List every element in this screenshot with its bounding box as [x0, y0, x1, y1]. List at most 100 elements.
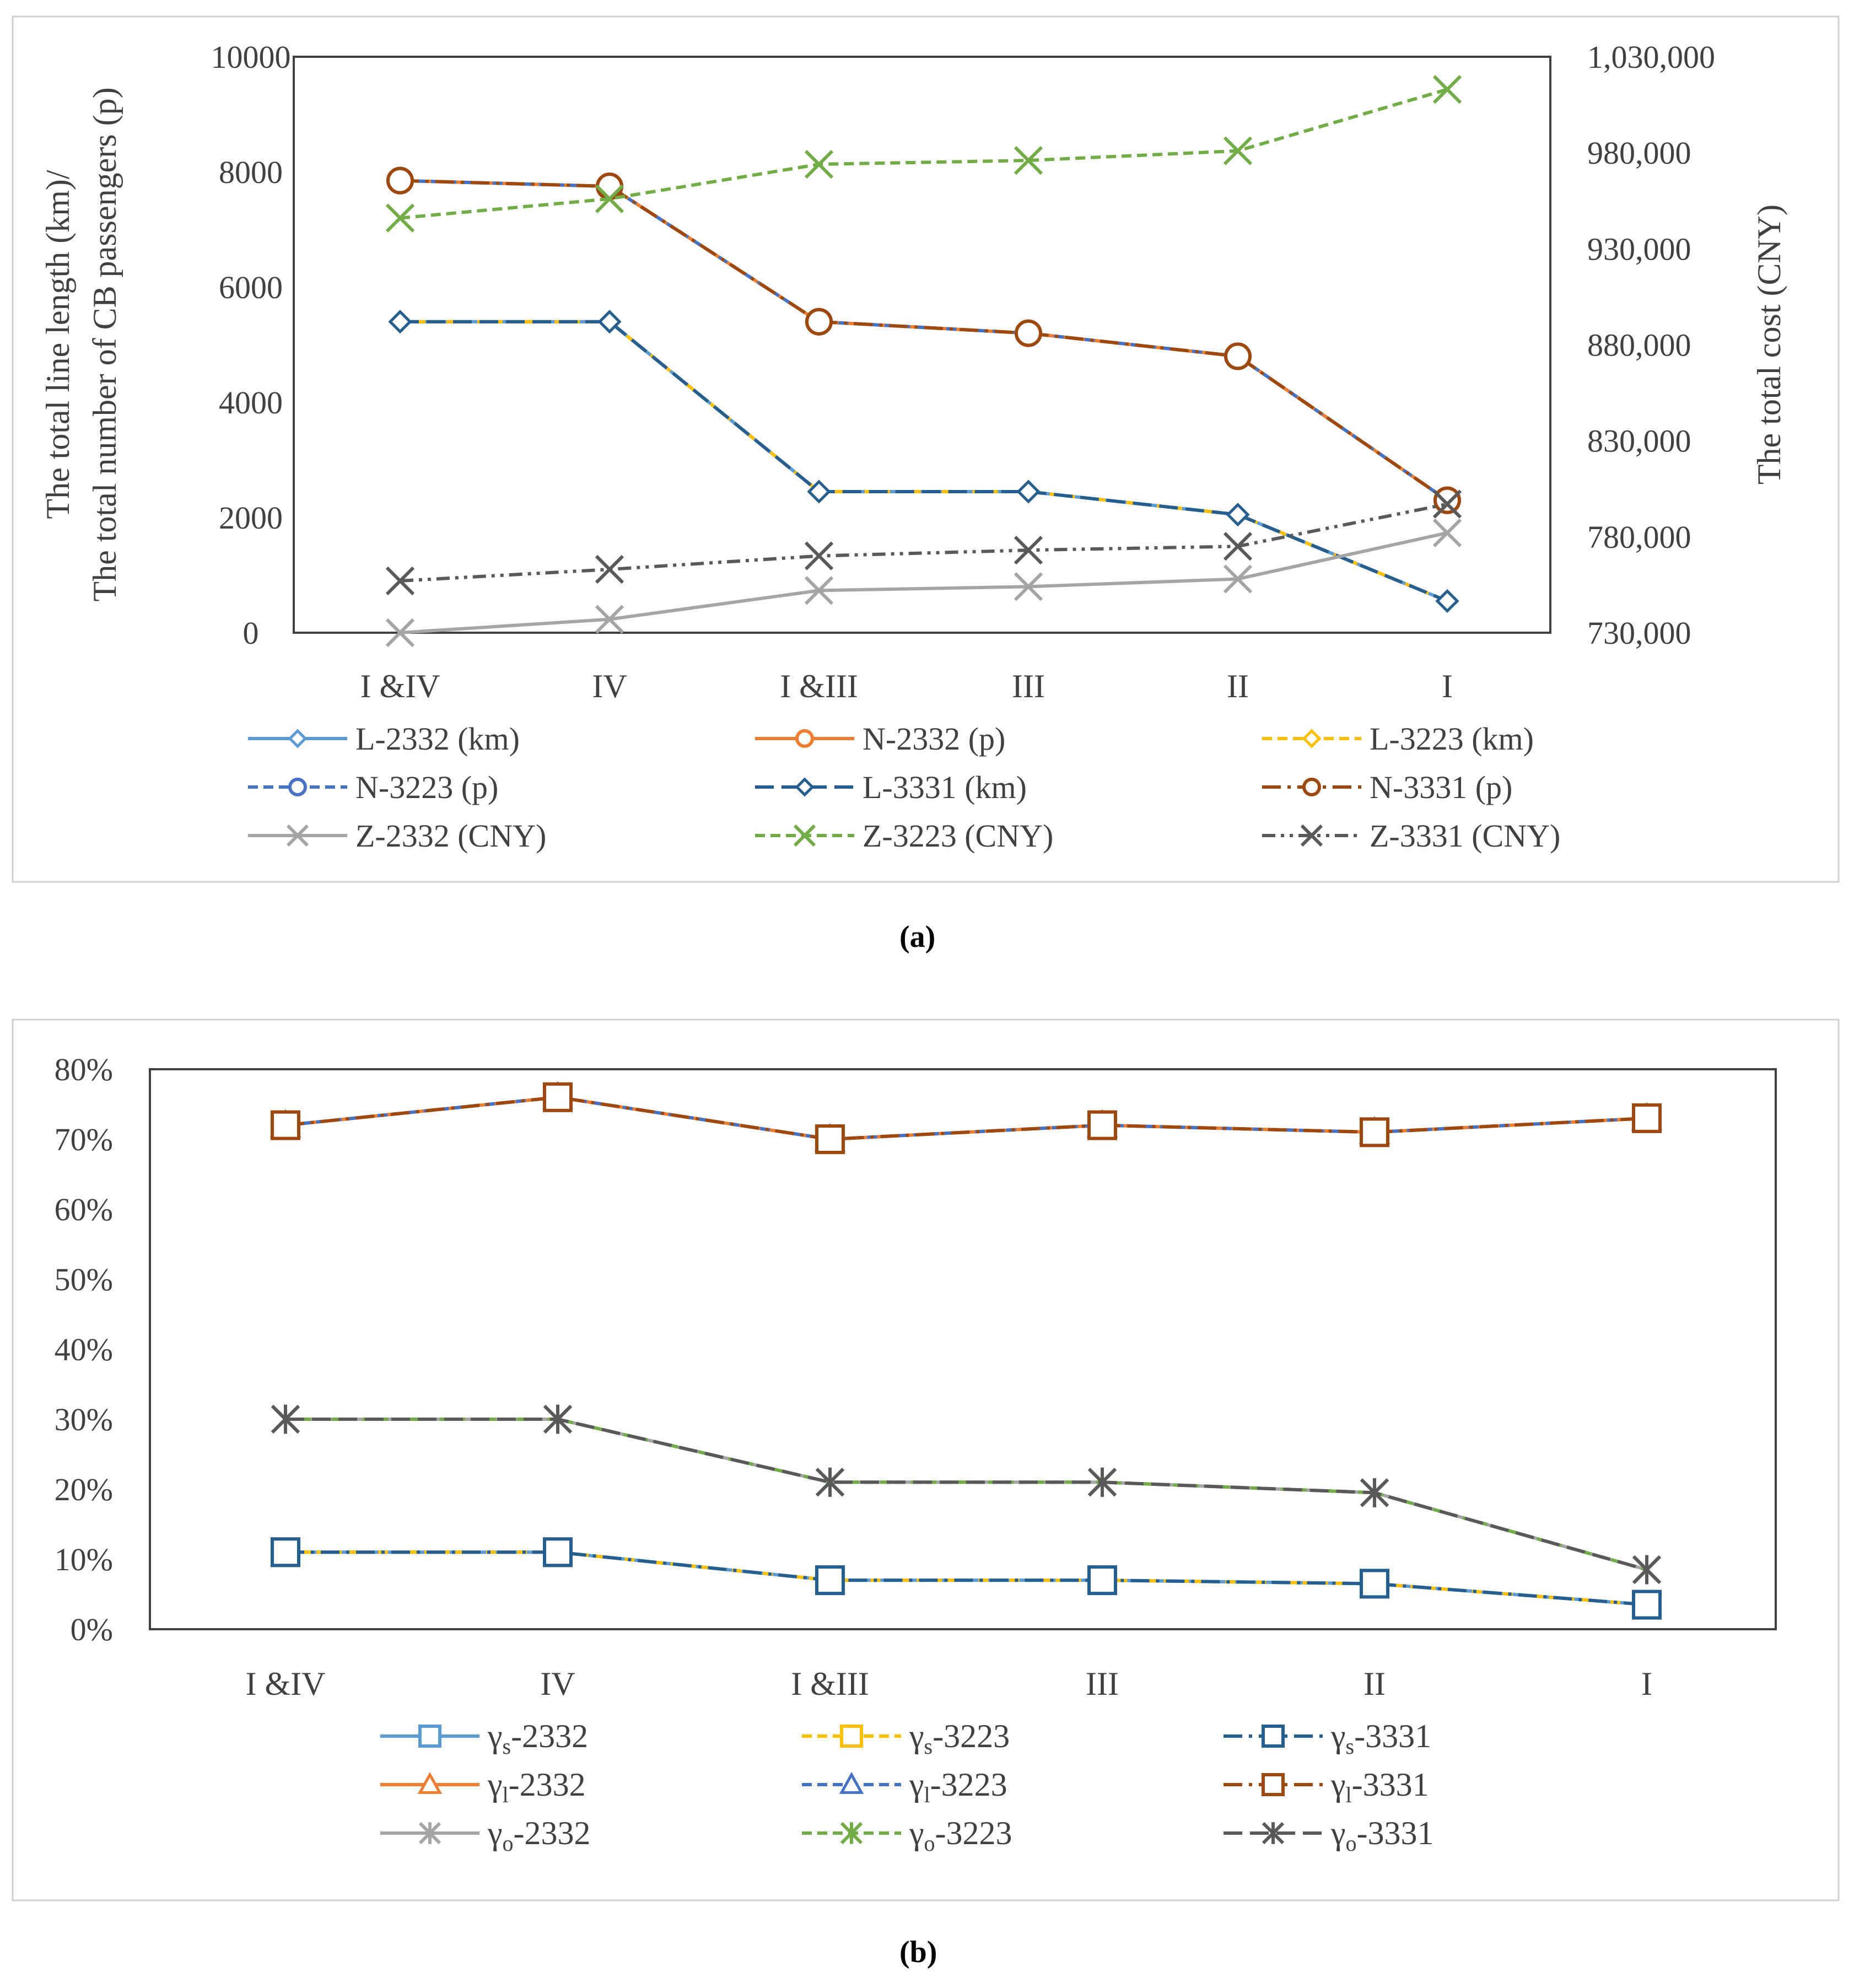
data-point-a4-1: [597, 310, 622, 334]
y-tick-label: 0%: [71, 1612, 113, 1647]
y-tick-label: 50%: [55, 1262, 113, 1297]
panel-a-chart: 0 2000 4000 6000 8000 10000 730,000 780,000 830,…: [40, 39, 1787, 854]
data-point-a8-0: [385, 566, 415, 596]
y-left-axis-title: The total line length (km)/: [40, 170, 76, 519]
y-right-tick-label: 880,000: [1587, 327, 1691, 363]
series-line-b2: [285, 1550, 1647, 1607]
series-line-b0: [285, 1550, 1647, 1607]
legend-marker-a2: [1302, 729, 1322, 748]
legend-marker-b2: [1262, 1725, 1285, 1748]
data-point-b8-2: [815, 1467, 845, 1497]
series-line-a6: [400, 531, 1448, 634]
legend-label: N-2332 (p): [863, 721, 1005, 757]
y-right-tick-label: 1,030,000: [1587, 39, 1715, 75]
legend-marker-a3: [288, 778, 307, 796]
legend-marker-b5: [1262, 1773, 1285, 1796]
data-point-a7-4: [1223, 136, 1253, 165]
legend-label: γs-3331: [1330, 1718, 1431, 1759]
x-tick-label: I: [1641, 1666, 1652, 1702]
data-point-a4-3: [1016, 480, 1041, 504]
series-line-a1: [400, 179, 1448, 502]
data-point-a6-3: [1014, 572, 1043, 601]
data-point-a5-5: [1433, 486, 1461, 514]
y-tick-label: 60%: [55, 1192, 113, 1227]
series-line-a5: [400, 179, 1448, 502]
y-tick-label: 20%: [55, 1472, 113, 1507]
series-line-b1: [285, 1550, 1647, 1607]
legend-label: L-2332 (km): [355, 721, 520, 757]
y-right-tick-label: 930,000: [1587, 231, 1691, 267]
data-point-a7-3: [1014, 146, 1043, 175]
y-tick-label: 10%: [55, 1542, 113, 1577]
y-left-axis-title-line2: The total number of CB passengers (p): [87, 87, 123, 601]
data-point-a6-5: [1432, 518, 1462, 547]
legend-marker-a4: [795, 777, 815, 797]
series-line-b8: [285, 1418, 1647, 1571]
data-point-a7-0: [385, 203, 415, 233]
legend-marker-b6: [418, 1822, 441, 1845]
data-point-a4-2: [807, 480, 831, 504]
data-point-a4-4: [1226, 503, 1250, 527]
x-tick-label: II: [1227, 668, 1249, 704]
x-tick-label: I &III: [791, 1666, 869, 1702]
legend-marker-a1: [795, 729, 814, 748]
data-point-a7-5: [1432, 75, 1462, 104]
data-point-b5-1: [543, 1082, 573, 1112]
data-point-b8-0: [271, 1404, 300, 1434]
legend-label: L-3331 (km): [863, 769, 1027, 805]
data-point-b2-2: [815, 1565, 845, 1596]
y-tick-label: 80%: [55, 1052, 113, 1087]
y-left-tick-label: 0: [243, 615, 259, 651]
data-point-a8-4: [1223, 532, 1253, 561]
data-point-b5-5: [1632, 1103, 1662, 1133]
legend-label: Z-2332 (CNY): [355, 818, 546, 854]
legend-label: γs-3223: [909, 1718, 1010, 1759]
x-tick-label: IV: [540, 1666, 575, 1702]
data-point-b2-3: [1087, 1565, 1117, 1596]
legend-label: γs-2332: [487, 1718, 588, 1759]
y-tick-label: 40%: [55, 1332, 113, 1367]
y-right-tick-label: 830,000: [1587, 423, 1691, 459]
data-point-a4-0: [388, 310, 412, 334]
legend-marker-b4: [839, 1771, 864, 1794]
legend-label: γo-3223: [909, 1815, 1012, 1856]
legend-b: γs-2332 γs-3223 γs-3331 γl-2332 γl-3223 γl-33…: [380, 1718, 1434, 1856]
data-point-b8-4: [1360, 1478, 1389, 1507]
panel-b-frame: [12, 1019, 1840, 1901]
legend-label: γo-3331: [1330, 1815, 1434, 1856]
data-point-a6-1: [595, 605, 624, 634]
series-line-b5: [285, 1095, 1647, 1141]
y-left-tick-label: 10000: [211, 39, 291, 75]
series-line-a2: [400, 320, 1448, 603]
data-point-b2-0: [271, 1537, 300, 1567]
legend-marker-a5: [1302, 778, 1321, 796]
data-point-a5-3: [1015, 319, 1042, 347]
y-tick-label: 70%: [55, 1122, 113, 1157]
legend-label: Z-3331 (CNY): [1370, 818, 1560, 854]
x-tick-label: I &III: [780, 668, 858, 704]
y-right-tick-label: 780,000: [1587, 519, 1691, 555]
series-line-b6: [285, 1418, 1647, 1571]
series-line-a4: [400, 320, 1448, 603]
data-point-a5-2: [805, 308, 833, 336]
data-point-b2-4: [1360, 1569, 1389, 1599]
panel-a-label: (a): [899, 920, 936, 954]
data-point-a8-5: [1432, 489, 1462, 519]
y-left-tick-label: 2000: [219, 500, 283, 536]
x-tick-label: II: [1363, 1666, 1386, 1702]
y-right-tick-label: 730,000: [1587, 615, 1691, 651]
data-point-b8-5: [1632, 1555, 1662, 1585]
data-point-a8-1: [595, 554, 624, 584]
legend-label: γl-3223: [909, 1766, 1007, 1807]
data-point-a6-0: [385, 618, 415, 648]
y-left-tick-label: 6000: [219, 270, 283, 305]
data-point-a4-5: [1435, 589, 1459, 613]
legend-label: N-3331 (p): [1370, 769, 1512, 805]
data-point-a7-2: [804, 149, 834, 179]
data-point-a7-1: [595, 184, 624, 213]
x-tick-label: III: [1012, 668, 1045, 704]
panel-a-plot-area: [293, 56, 1551, 634]
data-point-b5-2: [815, 1124, 845, 1154]
legend-marker-b7: [840, 1822, 863, 1845]
legend-marker-b1: [840, 1725, 863, 1748]
